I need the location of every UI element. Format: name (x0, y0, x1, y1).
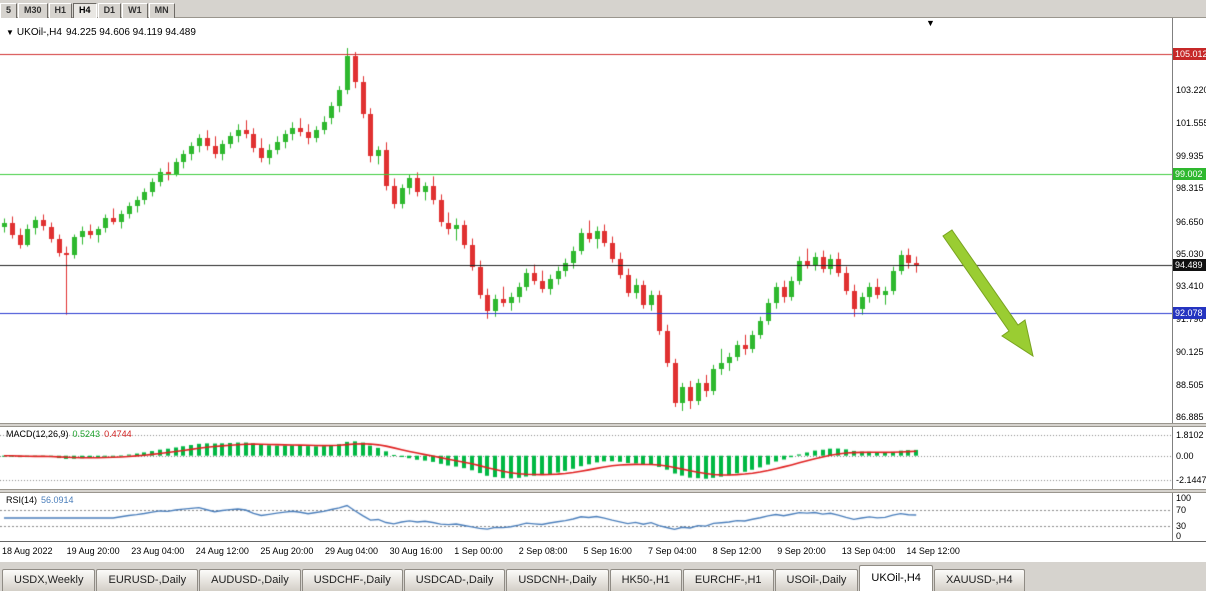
price-axis-label: 98.315 (1176, 183, 1204, 194)
macd-chart-canvas[interactable] (0, 427, 1172, 489)
time-axis[interactable]: 18 Aug 2022 19 Aug 20:00 23 Aug 04:00 24 Au… (0, 541, 1206, 561)
price-line-value-label: 105.012 (1173, 47, 1206, 60)
time-axis-label: 1 Sep 00:00 (454, 546, 503, 556)
price-line-value-label: 92.078 (1173, 307, 1206, 320)
chart-tab-usdchf-daily[interactable]: USDCHF-,Daily (301, 569, 403, 591)
rsi-label: RSI(14) 56.0914 (6, 495, 78, 505)
price-axis-label: 90.125 (1176, 347, 1204, 358)
chart-symbol-period: UKOil-,H4 (16, 27, 62, 38)
chart-tab-eurchf-h1[interactable]: EURCHF-,H1 (682, 569, 774, 591)
timeframe-button-h1[interactable]: H1 (48, 3, 73, 19)
chart-tab-eurusd-daily[interactable]: EURUSD-,Daily (96, 569, 199, 591)
time-axis-label: 30 Aug 16:00 (389, 546, 443, 556)
time-axis-label: 7 Sep 04:00 (648, 546, 697, 556)
price-axis-label: 88.505 (1176, 379, 1204, 390)
trend-arrow-annotation[interactable] (0, 18, 1172, 423)
time-axis-label: 24 Aug 12:00 (195, 546, 249, 556)
candlestick-chart-canvas[interactable] (0, 18, 1172, 423)
time-axis-label: 5 Sep 16:00 (583, 546, 632, 556)
timeframe-button-h4[interactable]: H4 (73, 3, 97, 19)
chart-tab-audusd-daily[interactable]: AUDUSD-,Daily (199, 569, 301, 591)
price-line-value-label: 94.489 (1173, 258, 1206, 271)
time-axis-label: 8 Sep 12:00 (712, 546, 762, 556)
timeframe-toolbar: 5 M30 H1 H4 D1 W1 MN (0, 0, 1206, 19)
time-axis-label: 23 Aug 04:00 (131, 546, 185, 556)
symbol-dropdown-icon[interactable]: ▼ (6, 28, 14, 37)
price-axis-label: 86.885 (1176, 412, 1204, 423)
time-axis-label: 9 Sep 20:00 (777, 546, 826, 556)
macd-axis-label: -2.1447 (1176, 475, 1206, 486)
rsi-axis: 100 70 30 0 (1172, 493, 1206, 541)
rsi-axis-label: 100 (1176, 493, 1192, 503)
macd-signal-value: 0.4744 (104, 429, 132, 439)
price-axis-label: 103.220 (1176, 84, 1206, 95)
timeframe-button-5[interactable]: 5 (0, 3, 18, 19)
rsi-value: 56.0914 (41, 495, 74, 505)
chart-tab-usdcnh-daily[interactable]: USDCNH-,Daily (506, 569, 609, 591)
time-axis-label: 25 Aug 20:00 (260, 546, 314, 556)
price-line-value-label: 99.002 (1173, 168, 1206, 181)
rsi-chart-canvas[interactable] (0, 493, 1172, 541)
chart-tab-usdcad-daily[interactable]: USDCAD-,Daily (403, 569, 506, 591)
macd-label: MACD(12,26,9) 0.5243 0.4744 (6, 429, 136, 439)
panel-splitter[interactable] (0, 489, 1206, 493)
timeframe-button-mn[interactable]: MN (148, 3, 175, 19)
chart-ohlc-values: 94.225 94.606 94.119 94.489 (65, 27, 196, 38)
macd-name: MACD(12,26,9) (6, 429, 69, 439)
price-axis-label: 93.410 (1176, 281, 1204, 292)
macd-axis-label: 0.00 (1176, 450, 1194, 461)
timeframe-button-m30[interactable]: M30 (18, 3, 48, 19)
chart-ohlc-info: ▼ UKOil-,H4 94.225 94.606 94.119 94.489 (6, 27, 200, 38)
rsi-indicator-panel[interactable]: RSI(14) 56.0914 (0, 493, 1172, 541)
rsi-axis-label: 70 (1176, 504, 1187, 515)
rsi-axis-label: 0 (1176, 531, 1182, 541)
macd-indicator-panel[interactable]: MACD(12,26,9) 0.5243 0.4744 (0, 427, 1172, 489)
timeframe-button-d1[interactable]: D1 (97, 3, 122, 19)
chart-tab-hk50-h1[interactable]: HK50-,H1 (609, 569, 682, 591)
macd-axis-label: 1.8102 (1176, 429, 1204, 440)
chart-tabs-bar: USDX,Weekly EURUSD-,Daily AUDUSD-,Daily USD… (0, 561, 1206, 591)
panel-splitter[interactable] (0, 423, 1206, 427)
time-axis-label: 19 Aug 20:00 (66, 546, 120, 556)
macd-axis: 1.8102 0.00 -2.1447 (1172, 427, 1206, 489)
price-axis-label: 99.935 (1176, 150, 1204, 161)
rsi-axis-label: 30 (1176, 521, 1187, 532)
chart-tab-usdx-weekly[interactable]: USDX,Weekly (2, 569, 96, 591)
time-axis-label: 14 Sep 12:00 (906, 546, 960, 556)
chart-tab-usoil-daily[interactable]: USOil-,Daily (774, 569, 859, 591)
time-axis-label: 18 Aug 2022 (2, 546, 53, 556)
price-axis-label: 101.555 (1176, 118, 1206, 129)
chart-tab-ukoil-h4[interactable]: UKOil-,H4 (859, 565, 933, 591)
rsi-name: RSI(14) (6, 495, 38, 505)
price-axis-label: 96.650 (1176, 216, 1204, 227)
price-axis[interactable]: 103.220 101.555 99.935 98.315 96.650 95.030 93… (1172, 18, 1206, 423)
timeframe-button-w1[interactable]: W1 (122, 3, 148, 19)
chart-tab-xauusd-h4[interactable]: XAUUSD-,H4 (933, 569, 1025, 591)
time-axis-label: 13 Sep 04:00 (841, 546, 896, 556)
macd-main-value: 0.5243 (72, 429, 101, 439)
time-axis-label: 29 Aug 04:00 (325, 546, 379, 556)
price-chart-panel[interactable]: ▼ UKOil-,H4 94.225 94.606 94.119 94.489 ▼ (0, 18, 1172, 423)
price-axis-label: 95.030 (1176, 248, 1204, 259)
time-axis-label: 2 Sep 08:00 (518, 546, 568, 556)
object-anchor-icon[interactable]: ▼ (926, 18, 935, 28)
